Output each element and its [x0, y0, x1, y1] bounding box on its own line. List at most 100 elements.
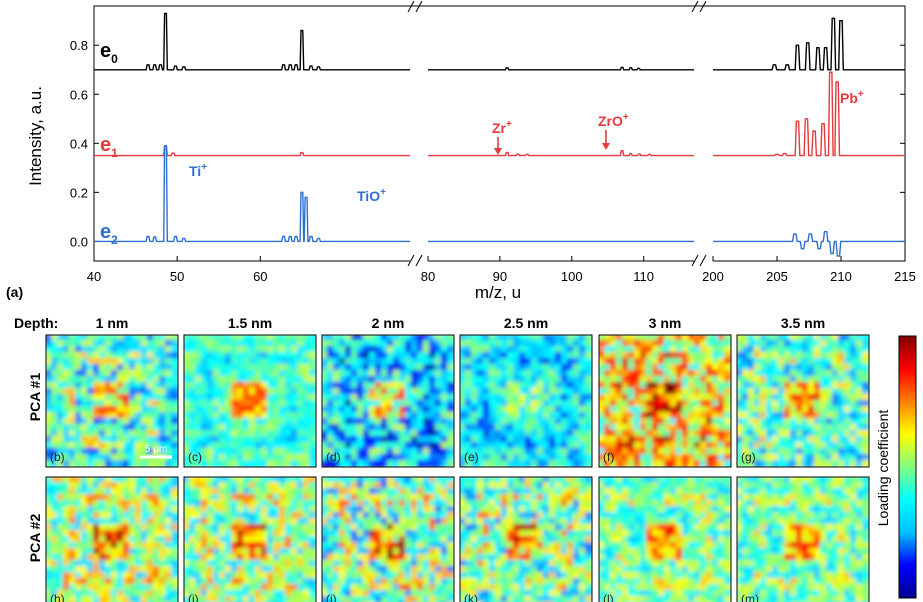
- map-pixel: [820, 430, 828, 438]
- map-pixel: [309, 554, 316, 562]
- map-pixel: [387, 418, 395, 426]
- map-pixel: [477, 454, 485, 462]
- map-pixel: [808, 364, 816, 372]
- map-pixel: [435, 488, 443, 496]
- map-pixel: [610, 412, 618, 420]
- map-pixel: [184, 412, 191, 420]
- map-pixel: [531, 406, 539, 414]
- map-pixel: [664, 442, 672, 450]
- map-pixel: [297, 388, 305, 396]
- map-pixel: [249, 388, 257, 396]
- map-pixel: [483, 536, 491, 544]
- map-pixel: [573, 352, 581, 360]
- map-pixel: [207, 400, 215, 408]
- map-pixel: [513, 454, 521, 462]
- map-pixel: [249, 566, 257, 574]
- map-pixel: [339, 358, 347, 366]
- map-pixel: [165, 494, 173, 502]
- map-pixel: [700, 412, 708, 420]
- map-pixel: [537, 578, 545, 586]
- map-pixel: [345, 578, 353, 586]
- map-pixel: [489, 584, 497, 592]
- map-pixel: [231, 548, 239, 556]
- map-pixel: [405, 448, 413, 456]
- map-pixel: [628, 424, 636, 432]
- map-pixel: [189, 352, 197, 360]
- map-pixel: [754, 394, 762, 402]
- map-pixel: [549, 340, 557, 348]
- map-pixel: [411, 590, 419, 598]
- map-pixel: [471, 560, 479, 568]
- map-pixel: [460, 346, 467, 354]
- map-pixel: [117, 578, 125, 586]
- map-pixel: [634, 406, 642, 414]
- map-pixel: [712, 388, 720, 396]
- map-pixel: [184, 590, 191, 598]
- map-pixel: [357, 536, 365, 544]
- map-pixel: [441, 352, 449, 360]
- map-pixel: [195, 400, 203, 408]
- map-pixel: [826, 454, 834, 462]
- map-pixel: [465, 346, 473, 354]
- map-pixel: [844, 358, 852, 366]
- map-pixel: [772, 412, 780, 420]
- map-pixel: [567, 578, 575, 586]
- map-pixel: [531, 412, 539, 420]
- map-pixel: [159, 477, 167, 484]
- map-pixel: [537, 460, 545, 467]
- map-pixel: [676, 424, 684, 432]
- map-pixel: [363, 536, 371, 544]
- map-pixel: [477, 488, 485, 496]
- map-pixel: [153, 346, 161, 354]
- map-pixel: [585, 412, 592, 420]
- map-pixel: [531, 536, 539, 544]
- map-pixel: [712, 346, 720, 354]
- map-pixel: [748, 394, 756, 402]
- map-pixel: [135, 358, 143, 366]
- map-pixel: [46, 460, 53, 467]
- map-pixel: [291, 436, 299, 444]
- map-pixel: [465, 388, 473, 396]
- map-pixel: [411, 542, 419, 550]
- map-pixel: [555, 518, 563, 526]
- map-pixel: [441, 382, 449, 390]
- map-pixel: [171, 536, 178, 544]
- map-pixel: [381, 460, 389, 467]
- map-pixel: [129, 388, 137, 396]
- map-pixel: [279, 364, 287, 372]
- map-pixel: [141, 418, 149, 426]
- map-pixel: [351, 536, 359, 544]
- map-pixel: [339, 536, 347, 544]
- map-pixel: [760, 448, 768, 456]
- map-pixel: [153, 554, 161, 562]
- map-pixel: [201, 436, 209, 444]
- map-pixels: [460, 477, 592, 602]
- map-pixel: [189, 442, 197, 450]
- map-pixel: [195, 512, 203, 520]
- map-pixel: [393, 454, 401, 462]
- map-pixel: [117, 358, 125, 366]
- map-pixel: [219, 454, 227, 462]
- map-pixel: [748, 400, 756, 408]
- map-pixel: [322, 424, 329, 432]
- map-pixel: [351, 352, 359, 360]
- map-pixel: [622, 424, 630, 432]
- map-pixel: [844, 460, 852, 467]
- map-pixel: [525, 412, 533, 420]
- map-pixel: [429, 548, 437, 556]
- map-pixel: [381, 572, 389, 580]
- map-pixel: [531, 542, 539, 550]
- map-pixel: [165, 436, 173, 444]
- map-pixel: [297, 448, 305, 456]
- map-pixel: [417, 512, 425, 520]
- map-pixel: [778, 382, 786, 390]
- map-pixel: [322, 352, 329, 360]
- map-pixel: [814, 370, 822, 378]
- map-pixel: [465, 572, 473, 580]
- map-pixel: [303, 406, 311, 414]
- map-pixel: [213, 370, 221, 378]
- map-pixel: [189, 494, 197, 502]
- map-pixel: [207, 590, 215, 598]
- map-pixel: [117, 370, 125, 378]
- map-pixel: [237, 560, 245, 568]
